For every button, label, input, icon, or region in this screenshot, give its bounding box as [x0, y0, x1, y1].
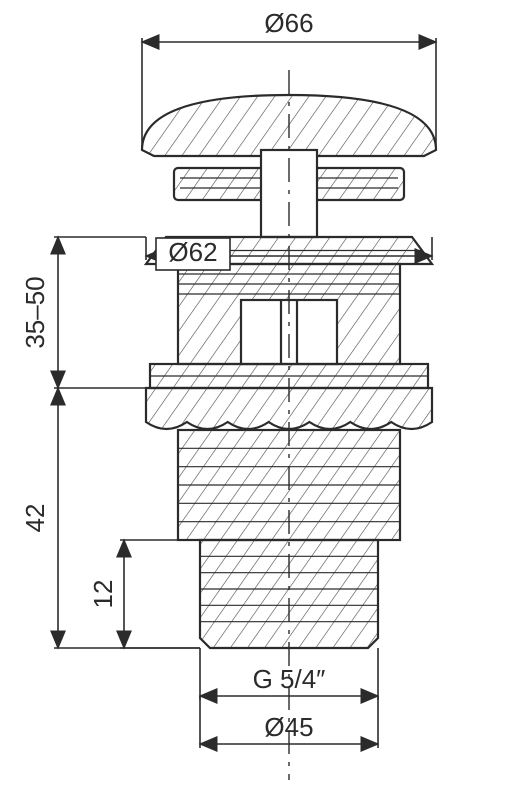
dim-g54-label: G 5/4″ [253, 664, 326, 694]
dim-12-label: 12 [88, 580, 118, 609]
dim-d62-label: Ø62 [168, 237, 217, 267]
dim-42-label: 42 [20, 504, 50, 533]
dim-d66-label: Ø66 [264, 8, 313, 38]
dim-d45-label: Ø45 [264, 712, 313, 742]
dim-35-50-label: 35–50 [20, 276, 50, 348]
